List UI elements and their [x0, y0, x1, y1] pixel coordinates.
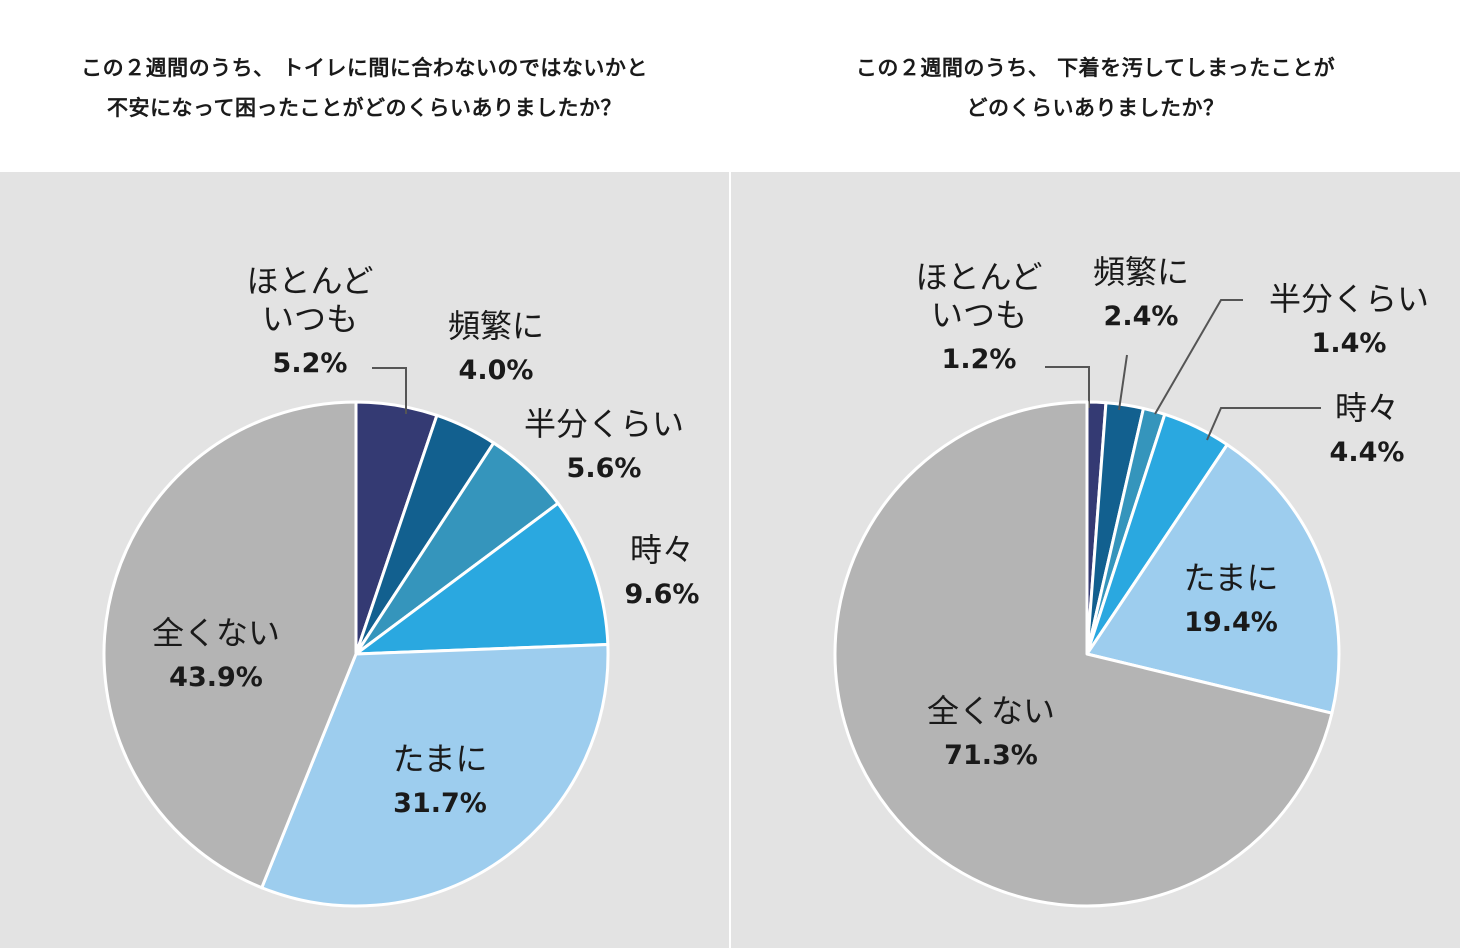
slice-category-label: いつも — [261, 300, 359, 338]
slice-category-label: 時々 — [629, 531, 695, 569]
slice-label: たまに 19.4% — [1183, 559, 1278, 641]
slice-value-label: 43.9% — [169, 662, 263, 693]
slice-value-label: 9.6% — [624, 579, 700, 610]
slice-label: ほとんど いつも 5.2% — [246, 262, 373, 382]
pie-slice — [354, 501, 610, 656]
slice-category-label: 半分くらい — [1268, 280, 1430, 318]
pie-slice — [833, 400, 1334, 908]
chart-title: この２週間のうち、 トイレに間に合わないのではないかと 不安になって困ったことが… — [0, 48, 729, 128]
pie-chart — [833, 299, 1341, 908]
slice-label: 頻繁に 4.0% — [448, 307, 544, 389]
slice-label: 全くない 71.3% — [927, 692, 1055, 774]
chart-panel-right: この２週間のうち、 下着を汚してしまったことが どのくらいありましたか？ ほとん… — [731, 0, 1460, 948]
pie-chart — [102, 367, 610, 908]
slice-label: 半分くらい 5.6% — [524, 405, 684, 487]
leader-line — [1118, 354, 1128, 411]
chart-title-line-2: 不安になって困ったことがどのくらいありましたか？ — [107, 96, 622, 120]
slice-label: 時々 9.6% — [625, 531, 700, 613]
chart-title-line-1: この２週間のうち、 トイレに間に合わないのではないかと — [81, 56, 648, 80]
slice-value-label: 19.4% — [1184, 607, 1278, 638]
slice-category-label: ほとんど — [915, 258, 1043, 296]
slice-category-label: たまに — [392, 740, 488, 778]
leader-line — [372, 367, 407, 414]
slice-category-label: たまに — [1183, 559, 1279, 597]
slice-category-label: 全くない — [151, 614, 281, 652]
slice-category-label: ほとんど — [246, 262, 374, 300]
chart-panel-left: この２週間のうち、 トイレに間に合わないのではないかと 不安になって困ったことが… — [0, 0, 729, 948]
slice-label: 全くない 43.9% — [152, 614, 280, 696]
pie-slice — [102, 400, 358, 890]
slice-value-label: 1.2% — [941, 344, 1017, 375]
slice-value-label: 5.2% — [272, 348, 348, 379]
chart-title: この２週間のうち、 下着を汚してしまったことが どのくらいありましたか？ — [731, 48, 1460, 128]
slice-label: たまに 31.7% — [392, 740, 487, 822]
pie-slice — [1085, 443, 1341, 715]
slice-category-label: 全くない — [926, 692, 1056, 730]
slice-label: 頻繁に 2.4% — [1093, 253, 1189, 335]
slice-category-label: 半分くらい — [523, 405, 685, 443]
slice-value-label: 4.4% — [1329, 437, 1405, 468]
chart-title-line-2: どのくらいありましたか？ — [966, 96, 1225, 120]
chart-title-line-1: この２週間のうち、 下着を汚してしまったことが — [855, 56, 1336, 80]
slice-value-label: 4.0% — [458, 355, 534, 386]
slice-category-label: 頻繁に — [447, 307, 545, 345]
slice-value-label: 71.3% — [944, 740, 1038, 771]
slice-category-label: いつも — [930, 296, 1028, 334]
leader-line — [1154, 299, 1243, 415]
slice-value-label: 5.6% — [566, 453, 642, 484]
slice-label: 半分くらい 1.4% — [1269, 280, 1429, 362]
leader-line — [1045, 366, 1090, 408]
slice-category-label: 時々 — [1334, 389, 1400, 427]
slice-value-label: 31.7% — [393, 788, 487, 819]
panel-divider — [729, 172, 731, 948]
slice-label: 時々 4.4% — [1330, 389, 1405, 471]
slice-value-label: 2.4% — [1103, 301, 1179, 332]
slice-label: ほとんど いつも 1.2% — [915, 258, 1042, 378]
leader-line — [1206, 407, 1321, 441]
slice-category-label: 頻繁に — [1092, 253, 1190, 291]
slice-value-label: 1.4% — [1311, 328, 1387, 359]
pie-slice — [260, 643, 610, 908]
